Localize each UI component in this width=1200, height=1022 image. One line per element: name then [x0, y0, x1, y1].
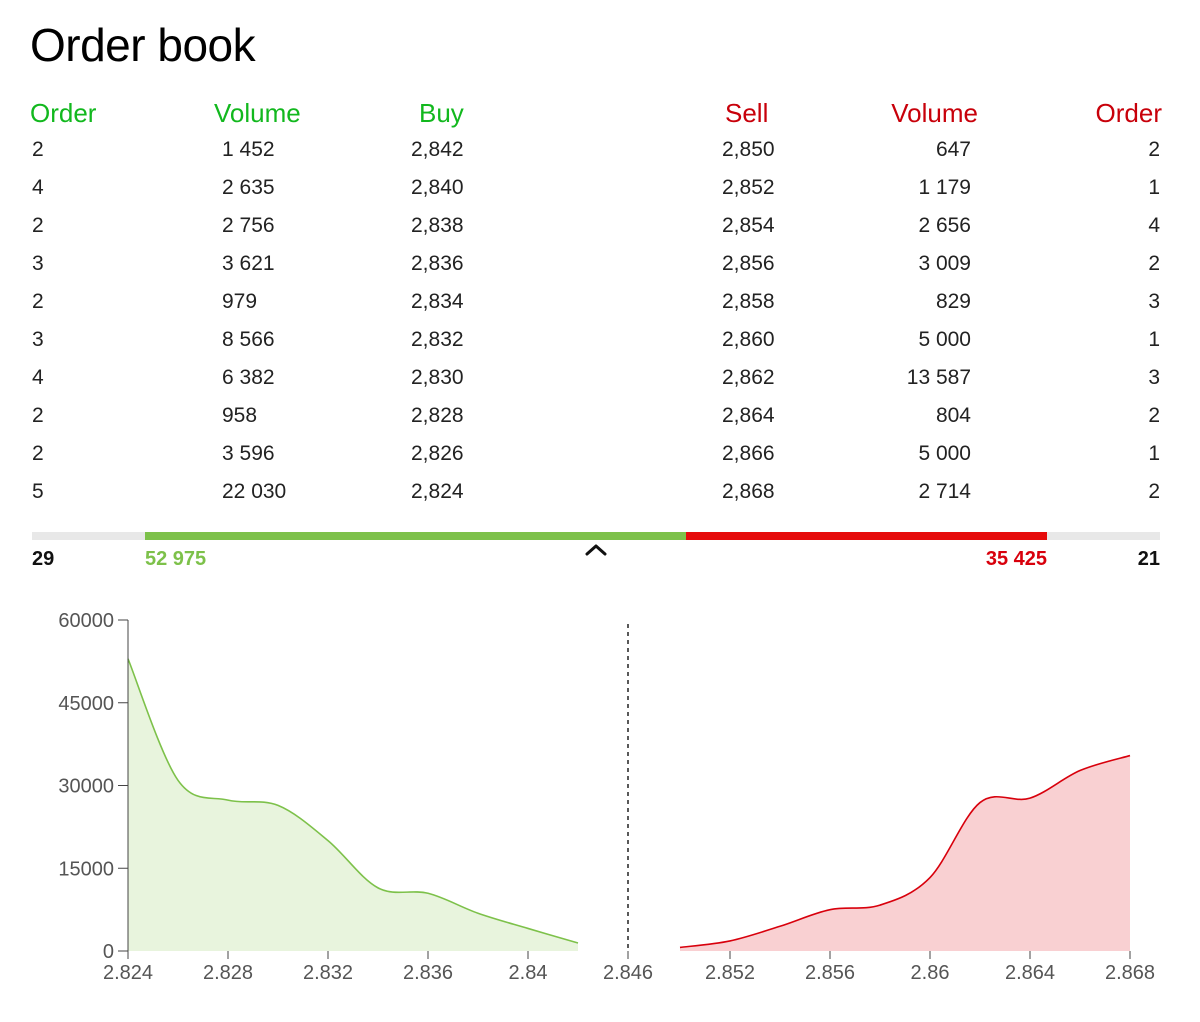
y-tick-label: 30000 [58, 776, 114, 798]
x-tick-label: 2.856 [805, 962, 855, 984]
total-sell-orders: 21 [1137, 548, 1160, 570]
row-8-buy-order: 2 [32, 404, 44, 427]
row-10-sell-order: 2 [1148, 480, 1160, 503]
row-7-sell-volume: 13 587 [906, 366, 971, 389]
row-2-sell-order: 1 [1148, 176, 1160, 199]
row-2-buy-volume: 2 635 [222, 176, 275, 199]
buy-volume-bar [145, 532, 686, 540]
row-9-sell-volume: 5 000 [918, 442, 971, 465]
row-5-sell-order: 3 [1148, 290, 1160, 313]
x-tick-label: 2.86 [911, 962, 950, 984]
total-buy-orders: 29 [32, 548, 55, 570]
page-title: Order book [30, 19, 256, 71]
row-1-buy-volume: 1 452 [222, 138, 275, 161]
row-4-buy-order: 3 [32, 252, 44, 275]
row-1-sell-price: 2,850 [722, 138, 775, 161]
row-10-sell-volume: 2 714 [918, 480, 971, 503]
chevron-up-icon[interactable] [583, 540, 609, 560]
row-10-buy-price: 2,824 [411, 480, 464, 503]
y-tick-label: 45000 [58, 693, 114, 715]
row-6-sell-volume: 5 000 [918, 328, 971, 351]
row-4-sell-price: 2,856 [722, 252, 775, 275]
row-4-buy-volume: 3 621 [222, 252, 275, 275]
row-2-buy-order: 4 [32, 176, 44, 199]
row-5-sell-price: 2,858 [722, 290, 775, 313]
row-3-buy-volume: 2 756 [222, 214, 275, 237]
y-tick-label: 15000 [58, 858, 114, 880]
row-2-buy-price: 2,840 [411, 176, 464, 199]
row-9-buy-order: 2 [32, 442, 44, 465]
row-6-sell-price: 2,860 [722, 328, 775, 351]
buy-price-header: Buy [419, 98, 464, 128]
row-6-sell-order: 1 [1148, 328, 1160, 351]
sell-volume-bar [686, 532, 1047, 540]
row-6-buy-order: 3 [32, 328, 44, 351]
row-2-sell-volume: 1 179 [918, 176, 971, 199]
buy-depth-area [128, 658, 578, 951]
row-1-sell-order: 2 [1148, 138, 1160, 161]
row-3-buy-price: 2,838 [411, 214, 464, 237]
buy-order-header: Order [30, 98, 97, 128]
row-4-sell-order: 2 [1148, 252, 1160, 275]
row-2-sell-price: 2,852 [722, 176, 775, 199]
row-5-sell-volume: 829 [935, 290, 971, 313]
row-9-buy-price: 2,826 [411, 442, 464, 465]
sell-depth-area [680, 755, 1130, 951]
row-8-buy-price: 2,828 [411, 404, 464, 427]
row-3-buy-order: 2 [32, 214, 44, 237]
x-tick-label: 2.864 [1005, 962, 1055, 984]
row-8-sell-price: 2,864 [722, 404, 775, 427]
row-5-buy-price: 2,834 [411, 290, 464, 313]
row-9-sell-price: 2,866 [722, 442, 775, 465]
row-3-sell-volume: 2 656 [918, 214, 971, 237]
row-10-buy-volume: 22 030 [222, 480, 287, 503]
depth-chart: 0 15000 30000 45000 60000 2.824 2.828 2.832 2.83… [58, 610, 1155, 984]
row-8-sell-volume: 804 [935, 404, 971, 427]
y-tick-label: 60000 [58, 610, 114, 632]
row-3-sell-price: 2,854 [722, 214, 775, 237]
row-9-sell-order: 1 [1148, 442, 1160, 465]
x-tick-label: 2.84 [509, 962, 548, 984]
row-4-sell-volume: 3 009 [918, 252, 971, 275]
row-8-buy-volume: 958 [222, 404, 258, 427]
row-6-buy-volume: 8 566 [222, 328, 275, 351]
x-tick-label: 2.828 [203, 962, 253, 984]
row-7-sell-price: 2,862 [722, 366, 775, 389]
row-10-sell-price: 2,868 [722, 480, 775, 503]
buy-volume-header: Volume [214, 98, 301, 128]
x-tick-label: 2.846 [603, 962, 653, 984]
row-9-buy-volume: 3 596 [222, 442, 275, 465]
row-8-sell-order: 2 [1148, 404, 1160, 427]
row-1-sell-volume: 647 [935, 138, 971, 161]
total-sell-volume: 35 425 [985, 548, 1047, 570]
sell-order-header: Order [1095, 98, 1162, 128]
row-1-buy-price: 2,842 [411, 138, 464, 161]
sell-price-header: Sell [725, 98, 769, 128]
x-tick-label: 2.868 [1105, 962, 1155, 984]
total-buy-volume: 52 975 [145, 548, 207, 570]
x-tick-label: 2.852 [705, 962, 755, 984]
row-7-buy-price: 2,830 [411, 366, 464, 389]
row-7-buy-volume: 6 382 [222, 366, 275, 389]
row-10-buy-order: 5 [32, 480, 44, 503]
x-tick-label: 2.824 [103, 962, 153, 984]
buy-depth-line [127, 658, 579, 944]
row-7-sell-order: 3 [1148, 366, 1160, 389]
row-1-buy-order: 2 [32, 138, 44, 161]
y-tick-label: 0 [103, 941, 114, 963]
row-5-buy-volume: 979 [222, 290, 258, 313]
row-3-sell-order: 4 [1148, 214, 1160, 237]
x-tick-label: 2.836 [403, 962, 453, 984]
row-7-buy-order: 4 [32, 366, 44, 389]
row-6-buy-price: 2,832 [411, 328, 464, 351]
sell-depth-line [679, 754, 1131, 949]
x-tick-label: 2.832 [303, 962, 353, 984]
row-4-buy-price: 2,836 [411, 252, 464, 275]
row-5-buy-order: 2 [32, 290, 44, 313]
sell-volume-header: Volume [891, 98, 978, 128]
